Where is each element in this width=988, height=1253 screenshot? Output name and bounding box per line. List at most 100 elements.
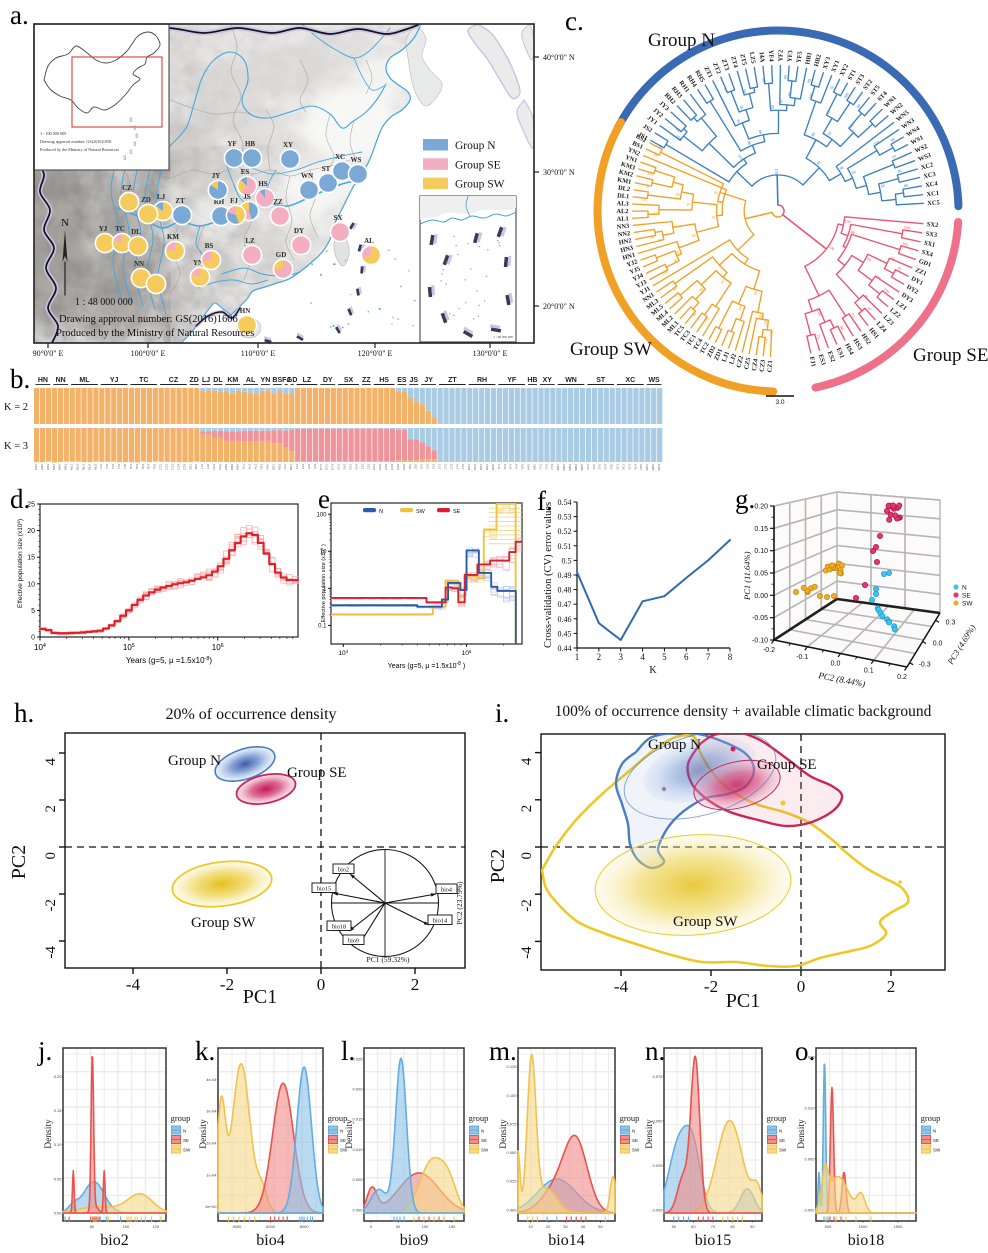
svg-text:100°0'0" E: 100°0'0" E — [131, 349, 166, 358]
svg-text:YF: YF — [507, 377, 517, 384]
svg-text:0.10: 0.10 — [54, 1142, 63, 1147]
svg-text:ZZ1: ZZ1 — [360, 464, 364, 470]
svg-text:YF1: YF1 — [497, 464, 501, 470]
svg-text:Drawing approval number: GS(20: Drawing approval number: GS(2016)1058 — [40, 139, 111, 144]
svg-text:105: 105 — [462, 649, 472, 658]
svg-text:K = 2: K = 2 — [4, 402, 28, 413]
svg-text:ZT1: ZT1 — [437, 464, 441, 470]
svg-text:1000: 1000 — [859, 1224, 869, 1229]
svg-text:RH4: RH4 — [485, 464, 489, 470]
svg-text:HB1: HB1 — [804, 52, 813, 66]
svg-text:100: 100 — [883, 287, 890, 294]
svg-text:TC3: TC3 — [141, 464, 145, 470]
svg-text:95: 95 — [723, 87, 728, 92]
svg-text:Density: Density — [645, 1119, 655, 1149]
svg-text:SE: SE — [340, 1138, 346, 1143]
svg-text:YF2: YF2 — [777, 50, 784, 62]
svg-text:YN: YN — [193, 259, 203, 267]
svg-text:2e-04: 2e-04 — [206, 1141, 217, 1146]
svg-text:80: 80 — [730, 1224, 735, 1229]
svg-text:2: 2 — [519, 805, 535, 813]
svg-text:1500: 1500 — [894, 1224, 904, 1229]
svg-text:99: 99 — [738, 306, 743, 311]
svg-text:a.: a. — [10, 0, 29, 30]
svg-text:25: 25 — [27, 502, 35, 509]
svg-text:HN3: HN3 — [46, 464, 50, 470]
svg-text:SX3: SX3 — [925, 230, 937, 239]
svg-text:1 : 96 000 000: 1 : 96 000 000 — [493, 335, 513, 339]
svg-text:0.005: 0.005 — [352, 1177, 363, 1182]
svg-text:AL: AL — [246, 377, 256, 384]
svg-text:66: 66 — [739, 105, 744, 110]
svg-text:AL1: AL1 — [616, 215, 628, 223]
svg-text:ZT5: ZT5 — [738, 53, 747, 66]
svg-text:KM2: KM2 — [618, 169, 633, 179]
svg-text:RH3: RH3 — [479, 464, 483, 470]
svg-text:91: 91 — [881, 184, 886, 189]
svg-text:98: 98 — [746, 140, 751, 145]
svg-text:KM1: KM1 — [224, 464, 228, 471]
svg-text:100: 100 — [902, 241, 909, 247]
svg-text:YJ4: YJ4 — [632, 272, 646, 283]
svg-text:i.: i. — [495, 698, 509, 728]
svg-text:0.2: 0.2 — [897, 674, 907, 681]
svg-text:Cross-validation (CV) error: Cross-validation (CV) error values — [543, 502, 554, 648]
svg-text:YN2: YN2 — [627, 147, 641, 158]
svg-text:0.3: 0.3 — [946, 619, 956, 626]
svg-text:0: 0 — [519, 852, 535, 860]
svg-text:XC1: XC1 — [615, 464, 619, 470]
svg-text:d.: d. — [10, 484, 30, 514]
svg-text:100: 100 — [774, 169, 778, 175]
svg-text:3.0: 3.0 — [775, 399, 784, 406]
svg-text:Group SW: Group SW — [673, 914, 738, 930]
svg-text:TC2: TC2 — [135, 464, 139, 470]
svg-text:TC5: TC5 — [153, 464, 157, 470]
svg-text:ZT2: ZT2 — [443, 464, 447, 470]
svg-text:WS: WS — [351, 156, 362, 164]
svg-text:YF4: YF4 — [767, 50, 775, 63]
svg-text:SX2: SX2 — [927, 221, 939, 229]
svg-text:100: 100 — [844, 219, 851, 224]
svg-text:Group SE: Group SE — [287, 765, 347, 781]
svg-text:0.005: 0.005 — [804, 1156, 815, 1161]
svg-text:DL: DL — [213, 377, 223, 384]
svg-text:BS: BS — [205, 242, 214, 250]
svg-text:SW: SW — [962, 601, 973, 608]
svg-text:DY1: DY1 — [910, 275, 924, 287]
svg-text:75: 75 — [711, 216, 715, 220]
svg-text:WN4: WN4 — [574, 464, 578, 471]
svg-text:GD1: GD1 — [918, 258, 932, 269]
svg-text:XC3: XC3 — [923, 171, 937, 181]
svg-text:97: 97 — [850, 313, 856, 319]
svg-text:CZ1: CZ1 — [159, 464, 163, 470]
svg-text:0: 0 — [797, 977, 806, 996]
svg-text:YJ2: YJ2 — [626, 259, 639, 269]
svg-text:CZ: CZ — [169, 377, 179, 384]
svg-text:66: 66 — [839, 325, 844, 330]
svg-text:CZ4: CZ4 — [751, 358, 760, 372]
svg-text:TC: TC — [139, 377, 148, 384]
svg-text:HN3: HN3 — [620, 244, 634, 254]
svg-text:HN1: HN1 — [34, 464, 38, 470]
svg-text:GD: GD — [276, 251, 287, 259]
svg-text:LJ1: LJ1 — [721, 351, 731, 363]
svg-text:97: 97 — [717, 201, 722, 206]
svg-text:2: 2 — [411, 975, 420, 994]
svg-text:h.: h. — [14, 698, 34, 728]
svg-text:bio14: bio14 — [433, 918, 447, 925]
svg-text:XC2: XC2 — [920, 161, 934, 171]
svg-text:120°0'0" E: 120°0'0" E — [358, 349, 393, 358]
svg-text:0: 0 — [31, 635, 35, 642]
svg-text:91: 91 — [653, 212, 657, 216]
svg-text:-2: -2 — [704, 977, 718, 996]
svg-text:BS1: BS1 — [631, 140, 644, 151]
svg-text:97: 97 — [779, 99, 783, 103]
svg-text:ES: ES — [241, 168, 250, 176]
svg-text:g.: g. — [735, 484, 755, 514]
svg-text:ML3: ML3 — [81, 464, 85, 470]
svg-text:DY: DY — [323, 377, 333, 384]
svg-text:LJ: LJ — [157, 193, 166, 201]
svg-text:CZ3: CZ3 — [170, 464, 174, 470]
svg-text:ZT4: ZT4 — [455, 464, 459, 470]
svg-text:0.54: 0.54 — [558, 498, 572, 507]
